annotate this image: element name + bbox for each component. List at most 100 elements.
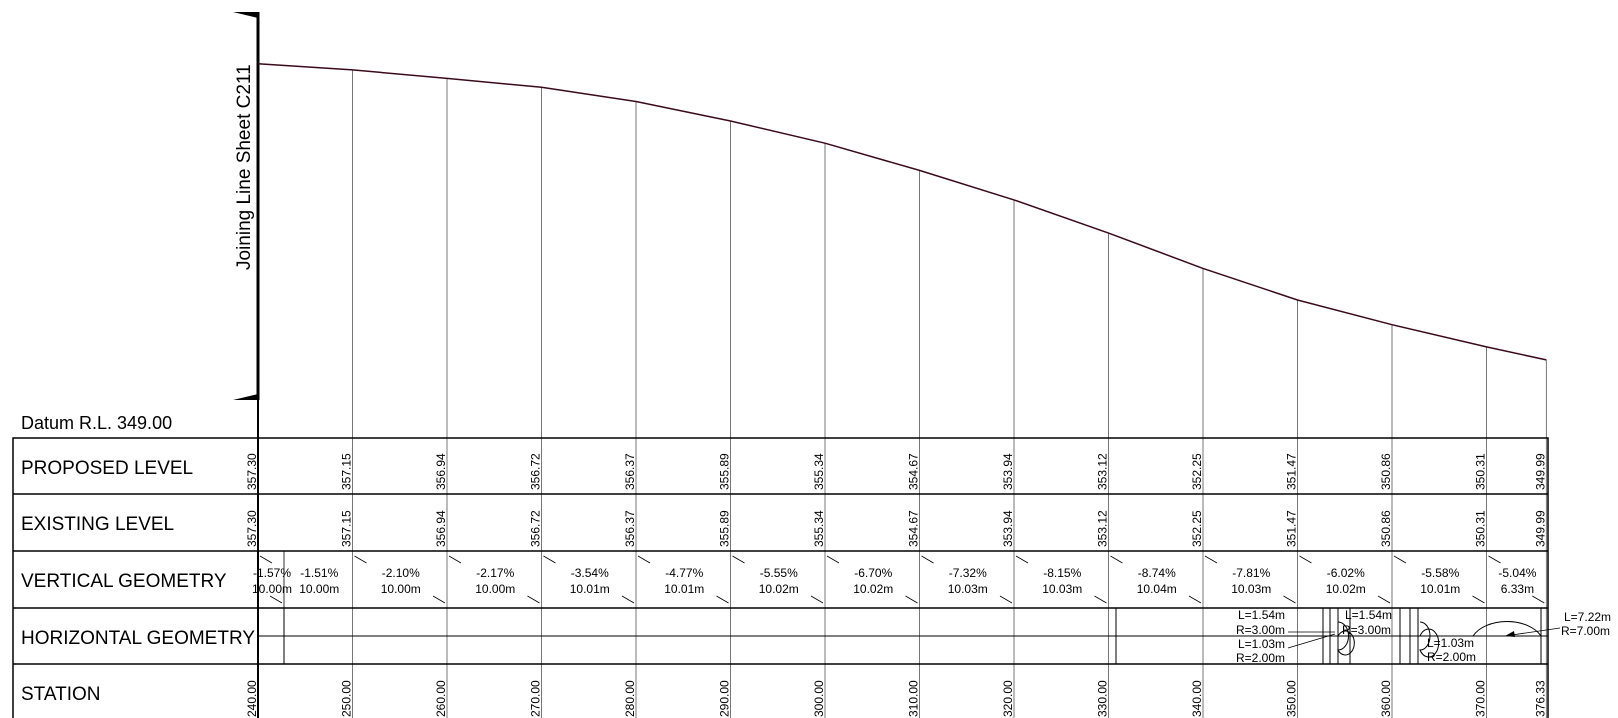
station-value: 350.00 xyxy=(1285,680,1299,717)
vertical-grade-value: -6.02% xyxy=(1327,566,1365,580)
vertical-grade-value: -1.51% xyxy=(300,566,338,580)
row-label-horizontal: HORIZONTAL GEOMETRY xyxy=(21,628,255,649)
datum-label: Datum R.L. 349.00 xyxy=(21,413,172,433)
curve2-radius: R=2.00m xyxy=(1236,651,1285,665)
proposed-level-value: 350.86 xyxy=(1379,453,1393,490)
station-value: 280.00 xyxy=(623,680,637,717)
vertical-length-value: 10.01m xyxy=(664,582,704,596)
grade-tick xyxy=(432,595,446,604)
existing-level-value: 356.37 xyxy=(623,510,637,547)
existing-level-value: 353.12 xyxy=(1096,510,1110,547)
table-values: 357.30 357.30 240.00 357.15 357.15 250.00 356.… xyxy=(245,453,1547,717)
vertical-grade-value: -2.17% xyxy=(476,566,514,580)
vertical-length-value: 10.00m xyxy=(475,582,515,596)
grade-tick xyxy=(543,555,556,564)
curve-symbol-3 xyxy=(1472,620,1542,637)
vertical-length-value: 10.02m xyxy=(853,582,893,596)
proposed-level-value: 355.34 xyxy=(812,453,826,490)
existing-level-value: 355.34 xyxy=(812,510,826,547)
vertical-length-value: 10.02m xyxy=(759,582,799,596)
grade-tick xyxy=(1472,595,1485,604)
grade-tick xyxy=(1188,595,1202,604)
curve-symbol-1 xyxy=(1337,621,1355,656)
horizontal-geometry: L=1.54m R=3.00m L=1.03m R=2.00m L=1.54m … xyxy=(258,608,1611,665)
proposed-level-value: 352.25 xyxy=(1190,453,1204,490)
existing-level-value: 351.47 xyxy=(1285,510,1299,547)
station-value: 360.00 xyxy=(1379,680,1393,717)
station-value: 320.00 xyxy=(1001,680,1015,717)
vertical-grade-value: -6.70% xyxy=(854,566,892,580)
station-value: 250.00 xyxy=(340,680,354,717)
vertical-length-value: 10.03m xyxy=(1042,582,1082,596)
joining-line: Joining Line Sheet C211 xyxy=(233,12,260,400)
grade-tick xyxy=(527,595,540,604)
data-table: PROPOSED LEVEL EXISTING LEVEL VERTICAL G… xyxy=(12,400,1549,718)
vertical-length-value: 10.03m xyxy=(948,582,988,596)
vertical-grade-value: -1.57% xyxy=(253,566,291,580)
station-value: 340.00 xyxy=(1190,680,1204,717)
existing-level-value: 354.67 xyxy=(907,510,921,547)
grade-tick xyxy=(716,595,729,604)
vertical-length-value: 10.00m xyxy=(299,582,339,596)
curve1-length: L=1.54m xyxy=(1238,608,1285,622)
grade-tick xyxy=(732,555,745,564)
vertical-grade-value: -5.55% xyxy=(760,566,798,580)
existing-level-value: 356.94 xyxy=(434,510,448,547)
station-value: 310.00 xyxy=(907,680,921,717)
existing-level-value: 357.30 xyxy=(245,510,259,547)
grade-tick xyxy=(905,595,918,604)
existing-level-value: 357.15 xyxy=(340,510,354,547)
grade-tick xyxy=(1204,555,1218,564)
proposed-level-value: 356.37 xyxy=(623,453,637,490)
existing-level-value: 349.99 xyxy=(1533,510,1547,547)
row-label-existing: EXISTING LEVEL xyxy=(21,514,174,535)
existing-level-value: 352.25 xyxy=(1190,510,1204,547)
curve2-length: L=1.03m xyxy=(1238,637,1285,651)
grade-tick xyxy=(1094,595,1107,604)
grade-tick xyxy=(1110,555,1123,564)
grade-tick xyxy=(999,595,1013,604)
vertical-grade-value: -8.74% xyxy=(1138,566,1176,580)
proposed-level-value: 351.47 xyxy=(1285,453,1299,490)
grade-tick xyxy=(826,555,840,564)
grade-tick xyxy=(621,595,635,604)
station-value: 290.00 xyxy=(718,680,732,717)
grade-tick xyxy=(1283,595,1296,604)
proposed-level-value: 350.31 xyxy=(1474,453,1488,490)
grade-tick xyxy=(448,555,462,564)
grade-tick xyxy=(1015,555,1029,564)
row-label-vertical: VERTICAL GEOMETRY xyxy=(21,571,227,592)
proposed-level-value: 349.99 xyxy=(1533,453,1547,490)
proposed-level-value: 353.94 xyxy=(1001,453,1015,490)
vertical-grade-value: -3.54% xyxy=(571,566,609,580)
existing-level-value: 353.94 xyxy=(1001,510,1015,547)
curve4-length: L=1.03m xyxy=(1427,636,1474,650)
joining-line-label: Joining Line Sheet C211 xyxy=(234,64,255,270)
curve-symbol-2 xyxy=(1419,621,1440,658)
curve3-radius: R=3.00m xyxy=(1342,623,1391,637)
curve3-length: L=1.54m xyxy=(1345,608,1392,622)
grade-tick xyxy=(1532,595,1545,604)
vertical-grade-value: -5.58% xyxy=(1421,566,1459,580)
row-label-proposed: PROPOSED LEVEL xyxy=(21,458,193,479)
proposed-level-value: 357.30 xyxy=(245,453,259,490)
curve4-radius: R=2.00m xyxy=(1427,650,1476,664)
station-value: 300.00 xyxy=(812,680,826,717)
vertical-grade-value: -7.32% xyxy=(949,566,987,580)
vertical-length-value: 10.00m xyxy=(252,582,292,596)
curve1-radius: R=3.00m xyxy=(1236,623,1285,637)
grade-tick xyxy=(810,595,824,604)
grade-tick xyxy=(1488,555,1501,564)
vertical-grade-value: -8.15% xyxy=(1043,566,1081,580)
grade-tick xyxy=(1299,555,1312,564)
vertical-length-value: 10.04m xyxy=(1137,582,1177,596)
grade-tick xyxy=(921,555,934,564)
station-value: 370.00 xyxy=(1474,680,1488,717)
station-value: 260.00 xyxy=(434,680,448,717)
grade-tick xyxy=(269,595,283,604)
proposed-level-value: 355.89 xyxy=(718,453,732,490)
curve5-length: L=7.22m xyxy=(1564,610,1611,624)
station-value: 330.00 xyxy=(1096,680,1110,717)
existing-level-value: 350.31 xyxy=(1474,510,1488,547)
